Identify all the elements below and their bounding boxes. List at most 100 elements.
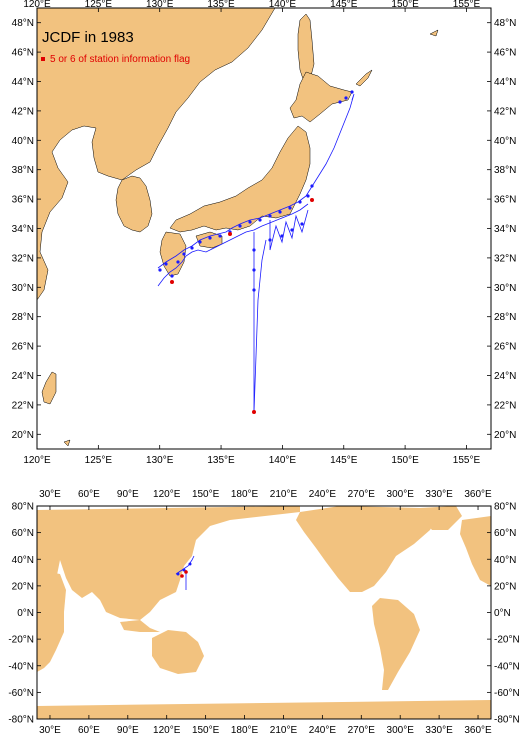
land-masses <box>37 8 439 447</box>
lat-tick-label: -40°N <box>494 661 520 672</box>
station-point <box>280 234 284 238</box>
track-line <box>157 195 307 269</box>
flagged-point <box>228 232 232 236</box>
africa <box>37 570 66 672</box>
lat-tick-label: 20°N <box>12 581 34 592</box>
station-point <box>310 184 314 188</box>
tick-marks <box>36 8 491 449</box>
station-point <box>268 214 272 218</box>
lat-tick-label: -80°N <box>8 715 34 726</box>
lat-tick-label: 46°N <box>12 48 34 59</box>
lon-tick-label: 150°E <box>391 455 419 466</box>
lon-tick-label: 210°E <box>270 489 298 500</box>
lat-tick-label: 38°N <box>494 165 516 176</box>
lon-tick-label: 300°E <box>387 725 415 736</box>
lon-tick-label: 140°E <box>269 0 297 10</box>
lat-tick-label: 46°N <box>494 48 516 59</box>
lon-tick-label: 90°E <box>117 489 139 500</box>
hokkaido <box>289 71 353 123</box>
station-point <box>218 234 222 238</box>
lat-tick-label: 40°N <box>12 555 34 566</box>
lat-tick-label: 20°N <box>494 581 516 592</box>
lat-tick-label: 80°N <box>494 502 516 513</box>
lat-tick-label: 80°N <box>12 502 34 513</box>
station-point <box>350 90 354 94</box>
islet <box>63 439 71 447</box>
station-point <box>306 194 310 198</box>
lat-tick-label: -40°N <box>8 661 34 672</box>
station-points <box>158 90 354 292</box>
track-line <box>269 209 309 251</box>
lat-tick-label: 36°N <box>494 195 516 206</box>
regional-map: JCDF in 1983 5 or 6 of station informati… <box>12 0 517 466</box>
lon-tick-label: 145°E <box>330 0 358 10</box>
lon-tick-label: 300°E <box>387 489 415 500</box>
lat-labels-left: 80°N 60°N 40°N 20°N 0°N -20°N -40°N -60°N -80°N <box>8 502 34 726</box>
islet <box>429 29 439 37</box>
station-point <box>158 268 162 272</box>
station-point <box>188 562 192 566</box>
lat-tick-label: 60°N <box>494 528 516 539</box>
lon-tick-label: 30°E <box>39 489 61 500</box>
lat-tick-label: 26°N <box>494 342 516 353</box>
lon-tick-label: 270°E <box>348 725 376 736</box>
lon-tick-label: 180°E <box>231 489 259 500</box>
lat-tick-label: -60°N <box>8 688 34 699</box>
track-line <box>305 93 355 197</box>
lon-tick-label: 140°E <box>269 455 297 466</box>
lon-tick-label: 150°E <box>192 489 220 500</box>
lat-tick-label: 0°N <box>494 608 511 619</box>
lat-tick-label: -80°N <box>494 715 520 726</box>
lat-tick-label: -20°N <box>8 635 34 646</box>
lon-tick-label: 60°E <box>78 725 100 736</box>
lat-tick-label: 0°N <box>17 608 34 619</box>
lat-tick-label: 20°N <box>494 430 516 441</box>
lon-tick-label: 125°E <box>85 0 113 10</box>
lat-tick-label: 28°N <box>494 312 516 323</box>
lon-tick-label: 30°E <box>39 725 61 736</box>
track-line <box>253 239 267 413</box>
lon-tick-label: 125°E <box>85 455 113 466</box>
station-point <box>278 210 282 214</box>
eurasia <box>37 506 300 668</box>
track-line <box>175 555 195 575</box>
lat-tick-label: 30°N <box>494 283 516 294</box>
lat-tick-label: 40°N <box>494 136 516 147</box>
lat-labels-left: 20°N 22°N 24°N 26°N 28°N 30°N 32°N 34°N 36°N 38°N… <box>12 18 34 441</box>
lon-tick-label: 210°E <box>270 725 298 736</box>
lat-tick-label: 60°N <box>12 528 34 539</box>
map-title: JCDF in 1983 <box>42 29 134 46</box>
lat-tick-label: 22°N <box>494 400 516 411</box>
lat-tick-label: 34°N <box>12 224 34 235</box>
lat-tick-label: 20°N <box>12 430 34 441</box>
lon-tick-label: 155°E <box>453 0 481 10</box>
kuril-islands <box>355 69 373 87</box>
global-map: 30°E 60°E 90°E 120°E 150°E 180°E 210°E 240°E 270… <box>8 489 519 736</box>
lat-tick-label: -60°N <box>494 688 520 699</box>
station-point <box>252 288 256 292</box>
lat-tick-label: 26°N <box>12 342 34 353</box>
lon-tick-label: 180°E <box>231 725 259 736</box>
lat-tick-label: 36°N <box>12 195 34 206</box>
lon-tick-label: 270°E <box>348 489 376 500</box>
lat-tick-label: 44°N <box>494 77 516 88</box>
lon-tick-label: 150°E <box>391 0 419 10</box>
lon-tick-label: 240°E <box>309 489 337 500</box>
legend-marker <box>41 57 45 61</box>
lat-tick-label: 48°N <box>12 18 34 29</box>
lon-tick-label: 145°E <box>330 455 358 466</box>
south-america <box>372 598 420 690</box>
lon-tick-label: 155°E <box>453 455 481 466</box>
lon-tick-label: 360°E <box>464 489 492 500</box>
station-point <box>170 274 174 278</box>
greenland <box>420 506 462 530</box>
legend-label: 5 or 6 of station information flag <box>50 54 190 65</box>
lon-tick-label: 90°E <box>117 725 139 736</box>
station-point <box>258 218 262 222</box>
lat-tick-label: 48°N <box>494 18 516 29</box>
lon-tick-label: 240°E <box>309 725 337 736</box>
station-point <box>268 238 272 242</box>
flagged-point <box>170 280 174 284</box>
station-point <box>252 248 256 252</box>
lon-tick-label: 130°E <box>146 455 174 466</box>
